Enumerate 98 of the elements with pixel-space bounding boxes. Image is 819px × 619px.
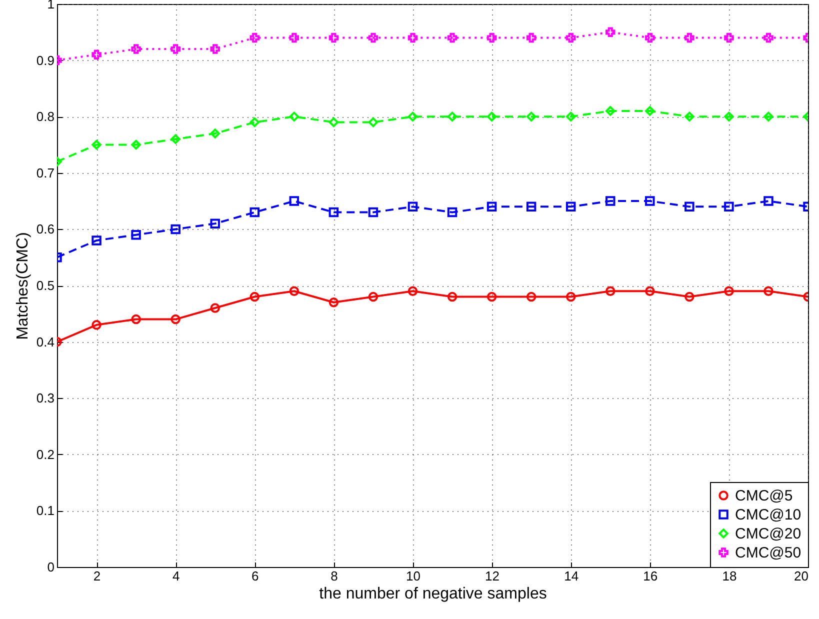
point [408, 286, 418, 296]
point [486, 112, 497, 122]
point [328, 117, 339, 128]
point [724, 286, 734, 296]
point [605, 27, 616, 38]
point [170, 224, 180, 234]
point [447, 207, 458, 218]
point [210, 44, 220, 54]
point [566, 292, 576, 302]
point [724, 32, 734, 43]
point [368, 292, 378, 302]
point [131, 314, 141, 324]
point [764, 286, 774, 296]
x-axis-title: the number of negative samples [319, 586, 547, 602]
point [328, 207, 339, 218]
point [764, 196, 774, 206]
x-tick-label: 4 [172, 568, 180, 584]
point [368, 32, 378, 43]
point [92, 50, 102, 60]
point [92, 140, 102, 150]
point [131, 140, 141, 150]
x-tick-label: 10 [406, 568, 420, 584]
y-tick-label: 0.3 [36, 390, 54, 406]
point [92, 236, 102, 246]
point [764, 32, 774, 43]
point [210, 218, 220, 228]
point [408, 202, 418, 212]
x-tick-label: 8 [330, 568, 338, 584]
x-tick-label: 18 [722, 568, 737, 584]
legend-label: CMC@5 [735, 488, 793, 504]
point [250, 292, 260, 302]
legend-label: CMC@20 [735, 526, 802, 542]
point [131, 44, 141, 54]
point [328, 32, 339, 43]
y-tick-label: 0.9 [36, 52, 54, 68]
point [645, 196, 655, 206]
point [605, 106, 616, 116]
x-tick-label: 20 [794, 568, 808, 584]
point [408, 32, 418, 43]
point [447, 292, 458, 302]
x-tick-label: 16 [643, 568, 658, 584]
point [605, 286, 616, 296]
point [566, 32, 576, 43]
x-tick-label: 2 [93, 568, 101, 584]
point [289, 32, 300, 43]
point [368, 117, 378, 128]
legend-label: CMC@50 [735, 544, 802, 562]
point [486, 32, 497, 43]
point [210, 128, 220, 138]
point [289, 196, 300, 206]
point [289, 286, 300, 296]
point [447, 112, 458, 122]
point [764, 112, 774, 122]
point [684, 292, 694, 302]
y-tick-label: 0.5 [36, 278, 54, 293]
point [645, 32, 655, 43]
point [289, 112, 300, 122]
point [486, 202, 497, 212]
y-tick-label: 0.8 [36, 109, 54, 124]
legend-label: CMC@10 [735, 506, 802, 524]
point [566, 202, 576, 212]
point [210, 303, 220, 313]
point [526, 202, 536, 212]
y-tick-label: 0.1 [36, 503, 54, 518]
point [368, 207, 378, 218]
y-tick-label: 0 [47, 560, 54, 574]
point [526, 292, 536, 302]
point [684, 32, 694, 43]
point [328, 298, 339, 308]
y-tick-label: 0.2 [36, 446, 54, 462]
point [526, 112, 536, 122]
point [645, 106, 655, 116]
point [645, 286, 655, 296]
point [408, 112, 418, 122]
point [250, 207, 260, 218]
point [566, 112, 576, 122]
point [170, 134, 180, 144]
x-tick-label: 12 [485, 568, 500, 584]
y-axis-title: Matches(CMC) [14, 232, 32, 340]
point [447, 32, 458, 43]
point [250, 32, 260, 43]
x-tick-label: 14 [564, 568, 579, 584]
x-tick-label: 6 [252, 568, 259, 584]
y-tick-label: 0.7 [36, 165, 54, 180]
point [131, 230, 141, 240]
point [724, 112, 734, 122]
point [605, 196, 616, 206]
point [92, 320, 102, 330]
point [724, 202, 734, 212]
point [250, 117, 260, 128]
point [170, 44, 180, 54]
point [684, 202, 694, 212]
y-tick-label: 0.6 [36, 222, 54, 237]
point [486, 292, 497, 302]
point [526, 32, 536, 43]
point [170, 314, 180, 324]
y-tick-label: 0.4 [36, 334, 54, 350]
point [684, 112, 694, 122]
